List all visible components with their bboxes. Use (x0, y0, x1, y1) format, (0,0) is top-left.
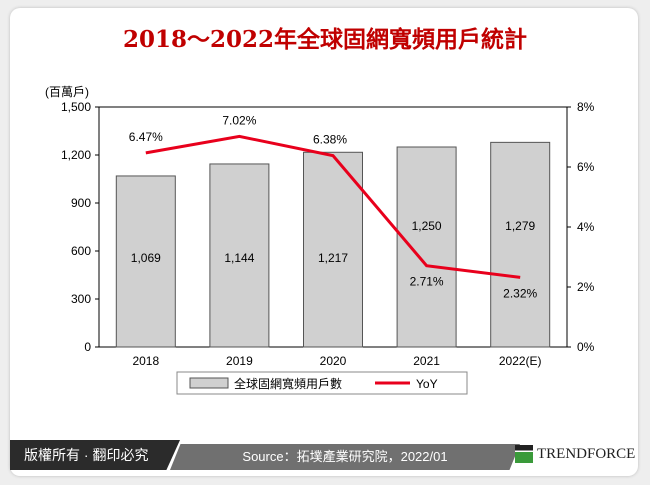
chart-title: 2018～2022年全球固網寬頻用戶統計 (122, 26, 528, 53)
legend-swatch-bar (189, 377, 229, 389)
copyright-notice: 版權所有 · 翻印必究 (10, 440, 180, 470)
x-tick-label: 2018 (132, 354, 159, 368)
bar-label: 1,144 (224, 251, 254, 265)
line-label: 2.32% (503, 286, 537, 300)
y-left-tick-label: 900 (71, 196, 91, 210)
bar (396, 146, 457, 348)
x-tick-label: 2019 (226, 354, 253, 368)
line-label: 6.47% (129, 130, 163, 144)
bar (303, 151, 363, 348)
legend-label-line: YoY (416, 377, 438, 391)
bar (209, 163, 270, 348)
y-right-tick-label: 8% (577, 100, 595, 114)
bar-label: 1,217 (318, 251, 348, 265)
logo-icon (515, 445, 533, 463)
y-left-tick-label: 1,200 (61, 148, 91, 162)
source-note: Source：拓墣產業研究院，2022/01 (170, 444, 520, 470)
yoy-line (145, 134, 521, 279)
line-label: 2.71% (410, 275, 444, 289)
y-left-tick-label: 600 (71, 244, 91, 258)
y-left-tick-label: 300 (71, 292, 91, 306)
x-tick-label: 2020 (320, 354, 347, 368)
y-right-tick-label: 0% (577, 340, 595, 354)
bar (115, 175, 176, 348)
y-right-tick-label: 2% (577, 280, 595, 294)
trendforce-logo: TrendForce (515, 438, 645, 470)
legend-label-bar: 全球固網寬頻用戶數 (234, 376, 342, 391)
bar (490, 141, 551, 348)
y-left-tick-label: 0 (84, 340, 91, 354)
footer: 版權所有 · 翻印必究 Source：拓墣產業研究院，2022/01 Trend… (10, 440, 638, 476)
bar-label: 1,250 (412, 219, 442, 233)
line-label: 6.38% (313, 133, 347, 147)
bar-label: 1,069 (131, 251, 161, 265)
logo-text: TrendForce (537, 445, 636, 462)
line-label: 7.02% (222, 113, 256, 127)
y-left-unit: (百萬戶) (45, 85, 89, 99)
y-right-tick-label: 6% (577, 160, 595, 174)
y-left-tick-label: 1,500 (61, 100, 91, 114)
y-right-tick-label: 4% (577, 220, 595, 234)
legend (176, 371, 468, 395)
x-tick-label: 2022(E) (499, 354, 542, 368)
bar-label: 1,279 (505, 219, 535, 233)
x-tick-label: 2021 (413, 354, 440, 368)
